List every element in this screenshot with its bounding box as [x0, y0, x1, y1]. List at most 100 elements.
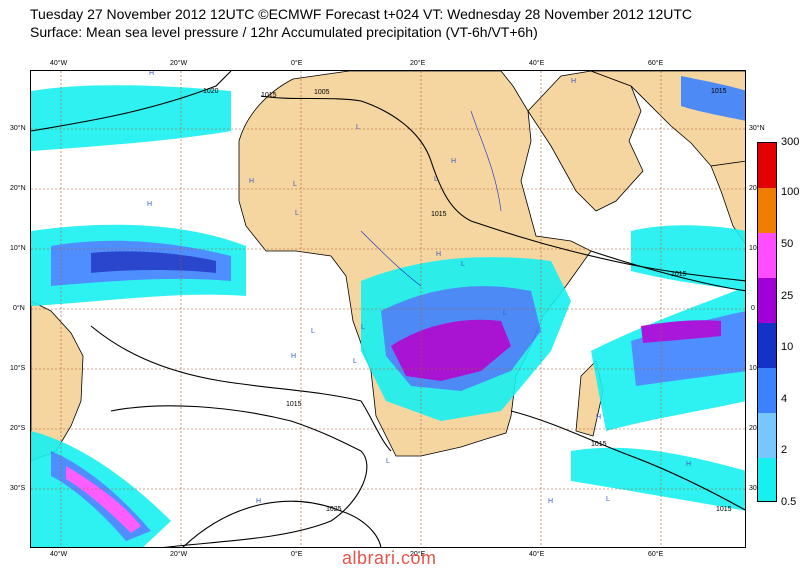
- lat-label-right: 20: [749, 425, 757, 432]
- river-line: [360, 230, 422, 287]
- lat-label-left: 10°S: [10, 365, 26, 372]
- colorbar-segment: [758, 188, 776, 233]
- isobar-label: 1015: [261, 92, 277, 99]
- map-subtitle: Surface: Mean sea level pressure / 12hr …: [30, 24, 538, 40]
- pressure-centre-label: L: [293, 181, 297, 188]
- pressure-centre-label: H: [147, 201, 152, 208]
- isobar-label: 1015: [591, 441, 607, 448]
- colorbar-segment: [758, 413, 776, 458]
- pressure-centre-label: H: [571, 78, 576, 85]
- lon-label-bottom: 0°E: [291, 551, 303, 558]
- river-line: [470, 110, 502, 212]
- isobar-line: [110, 405, 368, 547]
- lat-label-right: 20: [749, 185, 757, 192]
- lat-label-right: 30°N: [749, 125, 765, 132]
- colorbar-label: 50: [781, 238, 794, 250]
- lon-label-top: 20°W: [170, 60, 188, 67]
- precip-persian-gulf: [681, 76, 745, 121]
- isobar-labels: 1020 1015 1005 1015 1015 1015 1015 1025 …: [203, 88, 732, 513]
- pressure-centre-label: L: [386, 458, 390, 465]
- precip-colorbar: [757, 142, 777, 502]
- isobar-label: 1005: [314, 89, 330, 96]
- colorbar-label: 4: [781, 393, 788, 405]
- pressure-centre-label: H: [256, 498, 261, 505]
- pressure-centre-label: H: [149, 71, 154, 77]
- lon-label-top: 40°E: [529, 60, 545, 67]
- pressure-centre-label: H: [291, 353, 296, 360]
- lon-label-top: 20°E: [410, 60, 426, 67]
- pressure-centre-label: H: [686, 461, 691, 468]
- isobar-line: [31, 71, 232, 132]
- isobar-label: 1025: [326, 506, 342, 513]
- pressure-centre-label: L: [434, 176, 438, 183]
- lon-label-top: 40°W: [50, 60, 68, 67]
- lon-label-top: 60°E: [648, 60, 664, 67]
- colorbar-label: 300: [781, 136, 800, 148]
- arabia-landmass: [527, 71, 644, 212]
- map-title: Tuesday 27 November 2012 12UTC ©ECMWF Fo…: [30, 6, 693, 22]
- isobar-label: 1015: [711, 88, 727, 95]
- lon-label-top: 0°E: [291, 60, 303, 67]
- pressure-centre-label: L: [361, 324, 365, 331]
- colorbar-label: 10: [781, 341, 794, 353]
- isobar-line: [182, 500, 382, 547]
- pressure-centre-label: H: [249, 178, 254, 185]
- colorbar-segment: [758, 233, 776, 278]
- precip-south-indian-heavy: [641, 320, 721, 343]
- pressure-centre-label: H: [451, 158, 456, 165]
- forecast-map: 1020 1015 1005 1015 1015 1015 1015 1025 …: [30, 70, 746, 548]
- lon-label-bottom: 60°E: [648, 551, 664, 558]
- isobar-layer: [31, 71, 745, 547]
- precip-south-atlantic-front-heavy: [66, 466, 141, 533]
- isobar-label: 1015: [716, 506, 732, 513]
- colorbar-segment: [758, 458, 776, 501]
- pressure-centre-label: L: [356, 124, 360, 131]
- lat-label-right: 0: [751, 305, 755, 312]
- pressure-centre-label: L: [295, 210, 299, 217]
- isobar-line: [590, 250, 745, 292]
- pressure-centre-label: L: [606, 496, 610, 503]
- isobar-label: 1020: [203, 88, 219, 95]
- colorbar-segment: [758, 278, 776, 323]
- lat-label-left: 30°S: [10, 485, 26, 492]
- lat-label-left: 0°N: [13, 305, 25, 312]
- colorbar-segment: [758, 143, 776, 188]
- colorbar-segment: [758, 323, 776, 368]
- isobar-label: 1015: [671, 271, 687, 278]
- precip-arabian-sea: [631, 225, 745, 291]
- lat-label-left: 20°S: [10, 425, 26, 432]
- river-layer: [360, 110, 502, 287]
- isobar-line: [260, 95, 745, 282]
- pressure-centre-label: L: [311, 328, 315, 335]
- colorbar-segment: [758, 368, 776, 413]
- lat-label-right: 30: [749, 485, 757, 492]
- pressure-centre-label: L: [353, 358, 357, 365]
- pressure-centre-label: H: [436, 251, 441, 258]
- lat-label-right: 10: [749, 365, 757, 372]
- graticule: [31, 71, 745, 547]
- pressure-centre-label: L: [461, 261, 465, 268]
- precip-band-atlantic-itcz-heavy: [91, 251, 216, 273]
- lon-label-bottom: 20°W: [170, 551, 188, 558]
- precip-southern-ocean: [571, 447, 745, 511]
- pressure-centre-label: L: [503, 310, 507, 317]
- colorbar-label: 25: [781, 290, 794, 302]
- pressure-centre-label: H: [596, 414, 601, 421]
- isobar-line: [90, 325, 392, 452]
- lat-label-left: 10°N: [10, 245, 26, 252]
- pressure-centre-label: H: [548, 498, 553, 505]
- isobar-label: 1015: [286, 401, 302, 408]
- pressure-centres: H L H L L H H L H L L L L H H L H H L H …: [147, 71, 691, 505]
- lat-label-left: 20°N: [10, 185, 26, 192]
- colorbar-label: 0.5: [781, 496, 797, 508]
- colorbar-label: 2: [781, 444, 788, 456]
- lon-label-bottom: 40°W: [50, 551, 68, 558]
- map-canvas: 1020 1015 1005 1015 1015 1015 1015 1025 …: [31, 71, 745, 547]
- isobar-line: [510, 410, 745, 511]
- watermark: albrari.com: [342, 548, 437, 568]
- lat-label-right: 10: [749, 245, 757, 252]
- isobar-label: 1015: [431, 211, 447, 218]
- lon-label-bottom: 40°E: [529, 551, 545, 558]
- precip-band-north-atlantic: [31, 85, 231, 151]
- lat-label-left: 30°N: [10, 125, 26, 132]
